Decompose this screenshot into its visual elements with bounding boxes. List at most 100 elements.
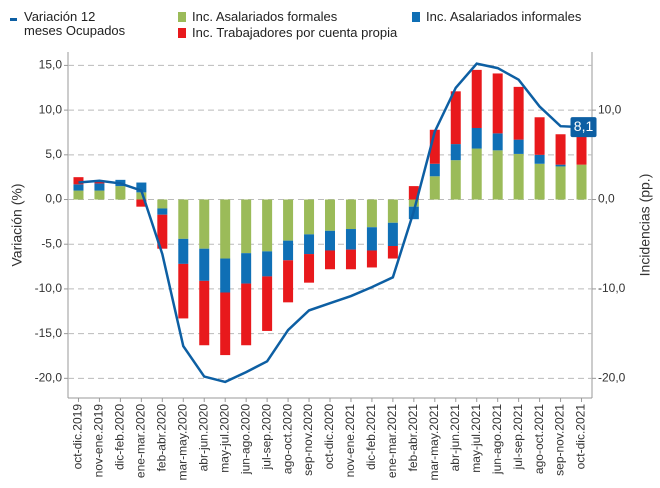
bar <box>178 263 189 319</box>
y2-tick-label: 10,0 <box>598 102 622 116</box>
bar <box>492 73 503 134</box>
bar <box>283 240 294 261</box>
bar <box>408 199 419 207</box>
bar <box>345 199 356 230</box>
bar <box>94 180 105 184</box>
y-tick-label: 0,0 <box>45 192 62 206</box>
y2-tick-label: -10,0 <box>598 281 626 295</box>
bar <box>136 182 147 193</box>
bar <box>450 144 461 161</box>
bar <box>220 199 231 259</box>
bar <box>345 229 356 250</box>
y-tick-label: 5,0 <box>45 147 62 161</box>
bar <box>450 91 461 145</box>
bar <box>325 250 335 270</box>
x-tick-label: jul-sep.2021 <box>511 404 525 471</box>
legend-swatch <box>178 12 186 22</box>
bar <box>283 260 294 303</box>
x-tick-label: ago-oct.2021 <box>532 404 546 474</box>
bar <box>534 117 545 155</box>
bar <box>471 148 482 200</box>
bar <box>220 292 231 356</box>
x-tick-label: abr-jun.2020 <box>196 404 210 472</box>
data-label-box <box>570 117 597 138</box>
legend-label: Inc. Asalariados formales <box>192 9 338 24</box>
bar <box>555 164 566 167</box>
bar <box>115 186 126 200</box>
bar <box>304 254 315 283</box>
bar <box>157 208 168 215</box>
bar <box>262 276 273 331</box>
bar <box>450 160 461 200</box>
bar <box>241 199 252 254</box>
bar <box>73 177 84 185</box>
bar <box>136 192 147 200</box>
bar <box>94 190 105 200</box>
bar <box>387 199 398 223</box>
bar <box>262 251 273 277</box>
x-tick-label: may-jul.2020 <box>217 404 231 473</box>
x-tick-label: dic-feb.2020 <box>113 404 127 470</box>
bar <box>73 190 84 200</box>
x-tick-label: nov-ene.2019 <box>92 404 106 478</box>
bar <box>534 154 545 164</box>
bar <box>241 283 252 346</box>
x-tick-label: ene-mar.2020 <box>134 404 148 478</box>
bar <box>262 199 273 252</box>
bar <box>325 199 335 231</box>
bar <box>555 134 566 165</box>
bar <box>199 280 210 346</box>
x-tick-label: may-jul.2021 <box>469 404 483 473</box>
y-tick-label: 15,0 <box>39 58 63 72</box>
legend-swatch <box>178 28 186 38</box>
x-tick-label: ene-mar.2021 <box>385 404 399 478</box>
x-tick-label: jun-ago.2020 <box>238 404 252 475</box>
x-tick-label: abr-jun.2021 <box>448 404 462 472</box>
bar <box>178 199 189 239</box>
x-tick-label: mar-may.2020 <box>175 404 189 481</box>
bar <box>199 199 210 249</box>
y-tick-label: -10,0 <box>35 281 63 295</box>
x-tick-label: nov-ene.2021 <box>343 404 357 478</box>
y-tick-label: 10,0 <box>39 102 63 116</box>
bar <box>471 69 482 128</box>
x-tick-label: jul-sep.2020 <box>259 404 273 471</box>
bar <box>94 183 105 191</box>
bar <box>555 166 566 200</box>
bar <box>366 250 377 268</box>
bar <box>513 139 524 154</box>
bar <box>471 127 482 149</box>
bar <box>429 176 440 200</box>
x-tick-label: oct-dic.2021 <box>574 404 588 470</box>
y2-axis-title: Incidencias (pp.) <box>637 174 653 277</box>
bar <box>408 186 419 200</box>
bar <box>220 258 231 293</box>
bar <box>513 153 524 200</box>
x-tick-label: sep-nov.2020 <box>301 404 315 476</box>
x-tick-label: ago-oct.2020 <box>280 404 294 474</box>
bar <box>157 199 168 209</box>
x-tick-label: feb-abr.2021 <box>406 404 420 472</box>
bar <box>366 199 377 228</box>
bar <box>345 249 356 270</box>
bar <box>241 253 252 284</box>
x-tick-label: oct-dic.2019 <box>71 404 85 470</box>
line <box>78 62 582 384</box>
bar <box>492 133 503 151</box>
data-label: 8,1 <box>574 118 594 134</box>
bar <box>534 163 545 200</box>
bar <box>366 227 377 251</box>
y-tick-label: -15,0 <box>35 326 63 340</box>
legend-swatch <box>10 18 17 21</box>
x-tick-label: jun-ago.2021 <box>490 404 504 475</box>
bar <box>178 238 189 264</box>
bar <box>283 199 294 241</box>
x-tick-label: dic-feb.2021 <box>364 404 378 470</box>
y2-tick-label: 0,0 <box>598 192 615 206</box>
y-tick-label: -20,0 <box>35 371 63 385</box>
bar <box>304 234 315 255</box>
y-tick-label: -5,0 <box>41 236 62 250</box>
legend-label: Inc. Asalariados informales <box>426 9 582 24</box>
x-tick-label: feb-abr.2020 <box>154 404 168 472</box>
